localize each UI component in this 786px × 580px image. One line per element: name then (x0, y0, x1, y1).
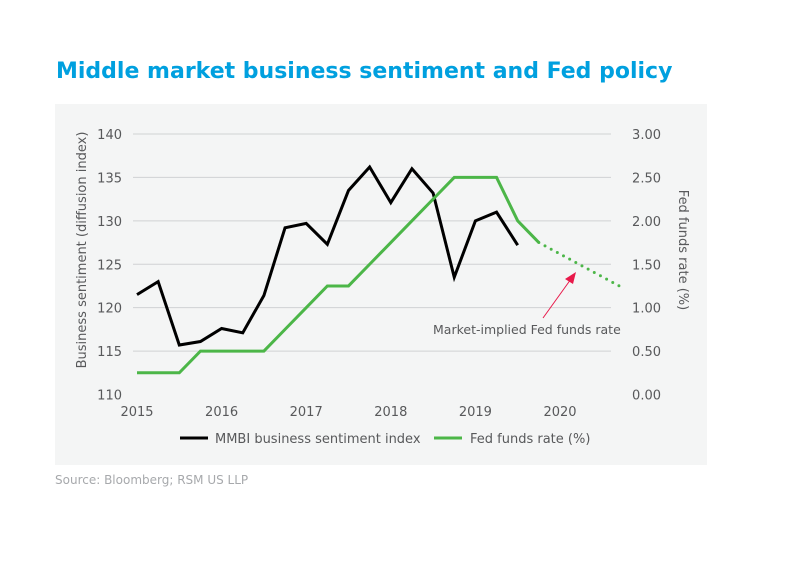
left-axis-label: Business sentiment (diffusion index) (75, 132, 90, 369)
x-tick-label: 2017 (290, 405, 323, 420)
left-tick-label: 135 (97, 171, 122, 186)
x-tick-label: 2018 (374, 405, 407, 420)
right-tick-label: 1.00 (632, 302, 661, 317)
x-tick-label: 2016 (205, 405, 238, 420)
legend-label-fed: Fed funds rate (%) (470, 432, 590, 447)
right-tick-label: 2.00 (632, 215, 661, 230)
legend-label-mmbi: MMBI business sentiment index (215, 432, 421, 447)
right-tick-label: 2.50 (632, 171, 661, 186)
left-tick-label: 120 (97, 302, 122, 317)
chart-panel (55, 104, 707, 465)
left-tick-label: 140 (97, 128, 122, 143)
x-tick-label: 2020 (543, 405, 576, 420)
left-tick-label: 125 (97, 258, 122, 273)
x-tick-label: 2015 (120, 405, 153, 420)
series-line-market-implied (537, 241, 621, 288)
right-tick-label: 0.00 (632, 389, 661, 404)
annotation-text: Market-implied Fed funds rate (433, 322, 621, 337)
right-tick-label: 0.50 (632, 345, 661, 360)
annotation-arrow (542, 278, 572, 319)
series-line-fed-funds (137, 175, 540, 375)
right-tick-label: 3.00 (632, 128, 661, 143)
legend: MMBI business sentiment index Fed funds … (180, 432, 590, 447)
left-tick-label: 115 (97, 345, 122, 360)
series-line-mmbi (136, 164, 519, 347)
annotation-arrowhead (565, 272, 576, 284)
right-axis-label: Fed funds rate (%) (675, 190, 690, 310)
chart-title: Middle market business sentiment and Fed… (56, 59, 672, 84)
source-note: Source: Bloomberg; RSM US LLP (55, 473, 248, 487)
x-tick-label: 2019 (459, 405, 492, 420)
right-tick-label: 1.50 (632, 258, 661, 273)
left-tick-label: 130 (97, 215, 122, 230)
left-tick-label: 110 (97, 389, 122, 404)
